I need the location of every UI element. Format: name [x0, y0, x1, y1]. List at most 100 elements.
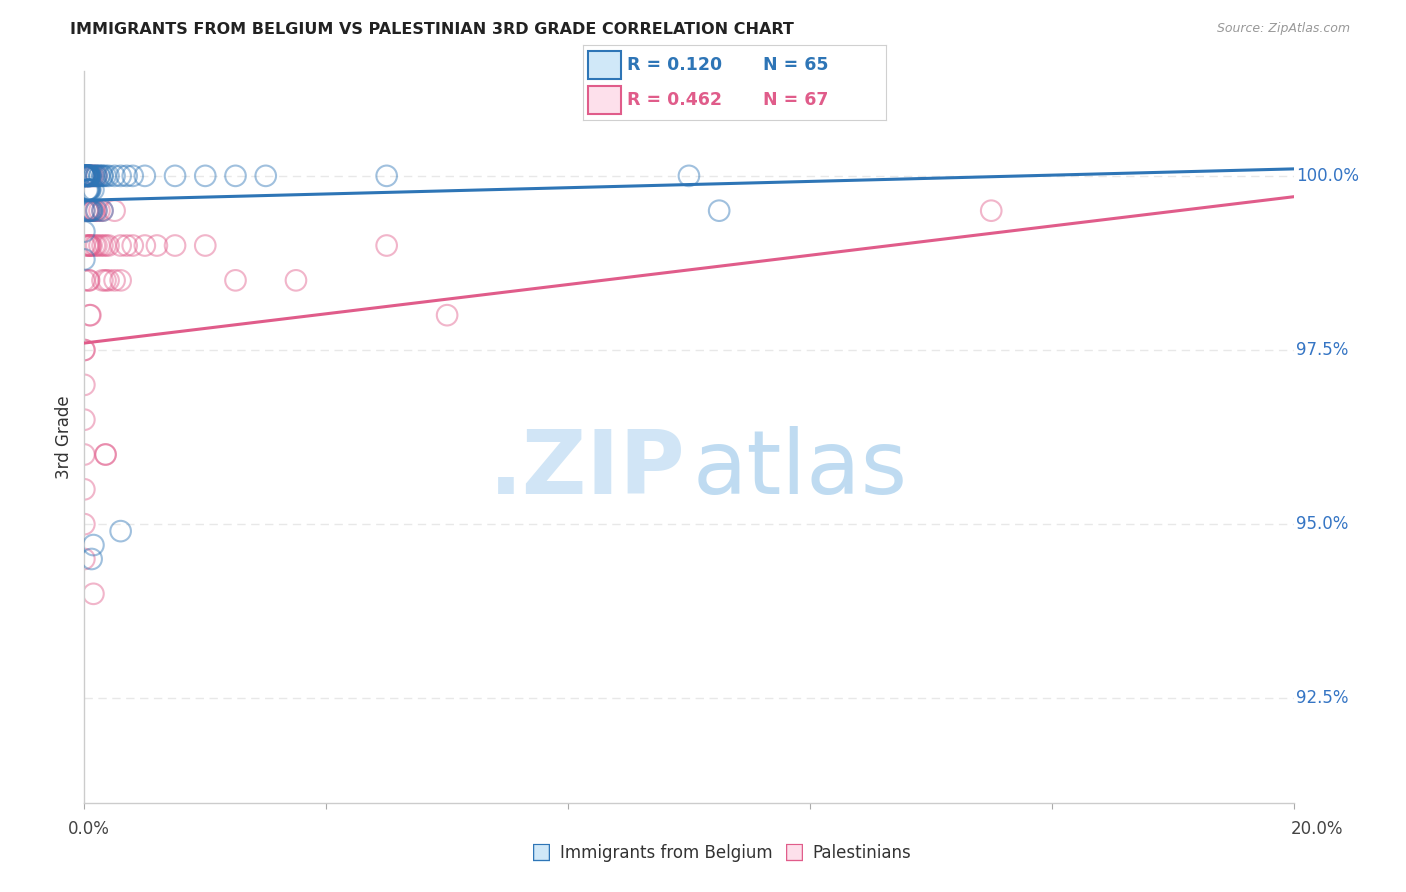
Point	[115, 238, 138, 252]
Point	[79, 203, 101, 218]
Point	[375, 238, 398, 252]
Point	[134, 238, 156, 252]
Point	[76, 169, 98, 183]
Text: □: □	[785, 842, 804, 862]
Point	[80, 169, 103, 183]
Point	[73, 169, 96, 183]
Y-axis label: 3rd Grade: 3rd Grade	[55, 395, 73, 479]
Point	[77, 169, 100, 183]
Point	[73, 343, 96, 357]
Point	[76, 169, 98, 183]
Point	[82, 203, 104, 218]
Point	[91, 169, 114, 183]
Point	[77, 203, 100, 218]
Point	[73, 552, 96, 566]
Point	[73, 273, 96, 287]
Text: 100.0%: 100.0%	[1296, 167, 1360, 185]
Point	[225, 169, 247, 183]
Point	[77, 169, 100, 183]
Bar	[588, 51, 621, 78]
Point	[76, 203, 98, 218]
Point	[82, 587, 104, 601]
Point	[436, 308, 458, 322]
Text: N = 65: N = 65	[763, 55, 830, 74]
Point	[79, 169, 101, 183]
Point	[77, 238, 100, 252]
Point	[165, 238, 187, 252]
Point	[76, 169, 98, 183]
Point	[83, 203, 105, 218]
Point	[709, 203, 731, 218]
Point	[82, 183, 104, 197]
Text: 0.0%: 0.0%	[67, 820, 110, 838]
Point	[77, 203, 100, 218]
Point	[77, 203, 100, 218]
Point	[254, 169, 277, 183]
Bar	[588, 87, 621, 114]
Point	[91, 203, 114, 218]
Point	[80, 552, 103, 566]
Point	[73, 517, 96, 532]
Point	[79, 169, 101, 183]
Point	[82, 538, 104, 552]
Point	[83, 238, 105, 252]
Point	[89, 169, 111, 183]
Point	[75, 169, 97, 183]
Text: 20.0%: 20.0%	[1291, 820, 1344, 838]
Point	[89, 203, 111, 218]
Text: 97.5%: 97.5%	[1296, 341, 1348, 359]
Point	[79, 183, 101, 197]
Point	[104, 169, 127, 183]
Point	[73, 203, 96, 218]
Point	[77, 169, 100, 183]
Point	[73, 169, 96, 183]
Text: 92.5%: 92.5%	[1296, 690, 1348, 707]
Point	[134, 169, 156, 183]
Point	[82, 203, 104, 218]
Point	[77, 169, 100, 183]
Point	[77, 273, 100, 287]
Point	[104, 273, 127, 287]
Point	[77, 183, 100, 197]
Point	[73, 203, 96, 218]
Point	[86, 169, 108, 183]
Point	[86, 203, 108, 218]
Point	[76, 183, 98, 197]
Point	[146, 238, 169, 252]
Text: Palestinians: Palestinians	[813, 844, 911, 862]
Point	[980, 203, 1002, 218]
Point	[97, 273, 120, 287]
Text: 95.0%: 95.0%	[1296, 516, 1348, 533]
Point	[94, 448, 117, 462]
Point	[86, 203, 108, 218]
Point	[79, 308, 101, 322]
Point	[73, 169, 96, 183]
Point	[76, 169, 98, 183]
Point	[79, 238, 101, 252]
Point	[82, 169, 104, 183]
Point	[110, 524, 132, 538]
Point	[194, 238, 217, 252]
Point	[110, 169, 132, 183]
Point	[80, 169, 103, 183]
Text: Immigrants from Belgium: Immigrants from Belgium	[560, 844, 772, 862]
Point	[79, 238, 101, 252]
Point	[73, 252, 96, 267]
Point	[121, 238, 143, 252]
Point	[77, 169, 100, 183]
Point	[77, 183, 100, 197]
Point	[73, 377, 96, 392]
Point	[94, 273, 117, 287]
Point	[73, 169, 96, 183]
Point	[678, 169, 700, 183]
Point	[115, 169, 138, 183]
Point	[73, 412, 96, 426]
Point	[91, 169, 114, 183]
Point	[97, 169, 120, 183]
Point	[83, 169, 105, 183]
Point	[73, 169, 96, 183]
Point	[97, 238, 120, 252]
Point	[79, 308, 101, 322]
Point	[73, 225, 96, 239]
Point	[73, 169, 96, 183]
